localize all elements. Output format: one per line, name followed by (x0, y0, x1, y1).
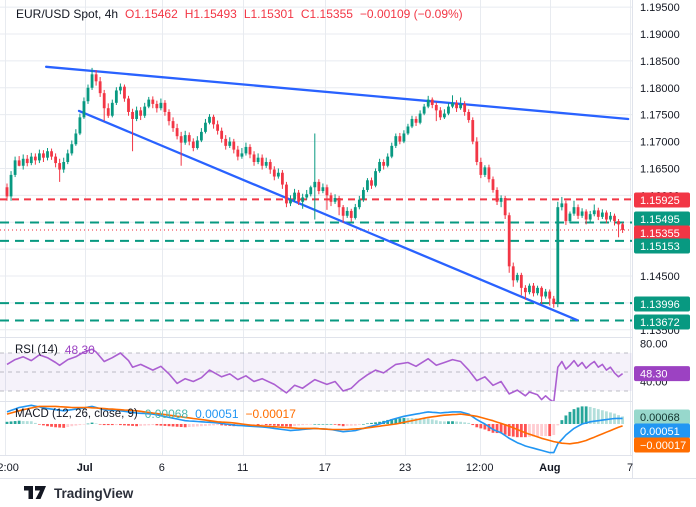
macd-value-badge-label: 0.00068 (640, 412, 680, 424)
price-level-badge (634, 192, 690, 208)
time-tick-label: 6 (159, 462, 165, 474)
tradingview-logo-icon[interactable] (24, 486, 47, 500)
macd-series (5, 404, 624, 454)
legend-close: C1.15355 (300, 7, 353, 21)
rsi-value-badge (634, 366, 690, 382)
price-level-badge-label: 1.15925 (640, 195, 680, 207)
price-levels[interactable] (0, 198, 632, 322)
time-tick-label: Jul (77, 462, 93, 474)
time-tick-label: Aug (539, 462, 560, 474)
macd-signal-value: −0.00017 (245, 407, 296, 421)
candlestick-series[interactable] (5, 67, 624, 308)
rsi-tick-label: 80.00 (640, 338, 668, 350)
macd-hist-value: 0.00068 (144, 407, 189, 421)
macd-value-badge-label: −0.00017 (640, 440, 686, 452)
price-level-badge-label: 1.15153 (640, 241, 680, 253)
price-level-badge-label: 1.13672 (640, 317, 680, 329)
rsi-band (0, 352, 632, 392)
rsi-line (6, 348, 624, 401)
macd-legend[interactable]: MACD (12, 26, close, 9) 0.00068 0.00051 … (15, 407, 296, 421)
price-tick-label: 1.19000 (640, 29, 680, 41)
time-axis[interactable]: 12:00 Jul 6 11 17 23 12:00 Aug 7 (0, 456, 633, 478)
price-level-badge-label: 1.15495 (640, 214, 680, 226)
footer-bar: TradingView (0, 478, 696, 507)
price-level-badge (634, 238, 690, 254)
time-tick-label: 11 (237, 462, 248, 474)
price-tick-label: 1.17000 (640, 137, 680, 149)
price-tick-label: 1.17500 (640, 110, 680, 122)
trendlines[interactable] (44, 65, 630, 322)
pane-separators[interactable] (0, 337, 696, 456)
rsi-title: RSI (14) (15, 344, 58, 356)
price-level-badge-label: 1.13996 (640, 299, 680, 311)
macd-value-badge (634, 409, 690, 425)
legend-change: −0.00109 (−0.09%) (359, 7, 463, 21)
legend-open: O1.15462 (125, 7, 178, 21)
chart-canvas[interactable]: 1.19500 1.19000 1.18500 1.18000 1.17500 1.170… (0, 0, 696, 478)
price-tick-label: 1.14500 (640, 271, 680, 283)
legend-high: H1.15493 (184, 7, 237, 21)
time-tick-label: 7 (627, 462, 633, 474)
macd-value-badge (634, 437, 690, 453)
price-tick-label: 1.18000 (640, 83, 680, 95)
time-tick-label: 23 (399, 462, 411, 474)
price-tick-label: 1.19500 (640, 2, 680, 14)
legend-low: L1.15301 (243, 7, 294, 21)
tradingview-brand-link[interactable]: TradingView (54, 485, 134, 501)
time-tick-label: 12:00 (466, 462, 494, 474)
price-level-badge (634, 314, 690, 330)
macd-line-value: 0.00051 (195, 407, 239, 421)
time-tick-label: 12:00 (0, 462, 19, 474)
time-tick-label: 17 (319, 462, 331, 474)
rsi-value-badge-label: 48.30 (640, 369, 668, 381)
price-level-badge (634, 225, 690, 241)
price-level-badge-label: 1.15355 (640, 228, 680, 240)
price-level-badge (634, 296, 690, 312)
macd-value-badge (634, 423, 690, 439)
symbol-title: EUR/USD Spot, 4h (16, 7, 119, 21)
symbol-legend[interactable]: EUR/USD Spot, 4h O1.15462 H1.15493 L1.15… (16, 7, 463, 21)
price-level-badge (634, 211, 690, 227)
rsi-value: 48.30 (64, 343, 95, 357)
price-tick-label: 1.18500 (640, 56, 680, 68)
macd-title: MACD (12, 26, close, 9) (15, 408, 138, 420)
rsi-legend[interactable]: RSI (14) 48.30 (15, 343, 95, 357)
price-tick-label: 1.16500 (640, 163, 680, 175)
macd-value-badge-label: 0.00051 (640, 426, 680, 438)
